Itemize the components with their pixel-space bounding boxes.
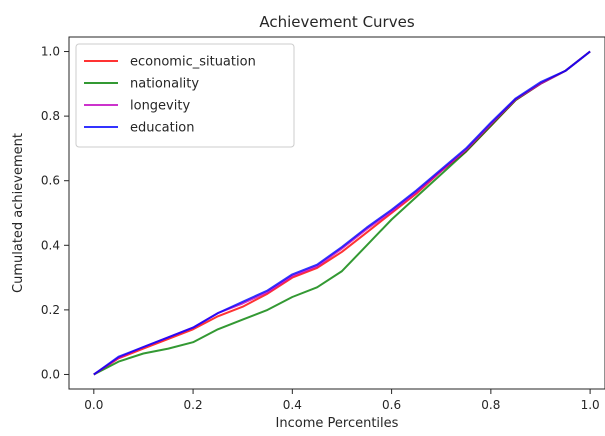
legend-label-nationality: nationality — [130, 77, 199, 92]
x-axis-label: Income Percentiles — [276, 416, 399, 431]
y-tick-label: 0.6 — [41, 174, 60, 188]
x-tick-label: 0.0 — [84, 398, 103, 412]
x-tick-label: 0.2 — [184, 398, 203, 412]
legend-label-longevity: longevity — [130, 99, 190, 114]
legend-box — [75, 43, 295, 148]
y-tick-label: 0.4 — [41, 238, 60, 252]
x-tick-label: 0.6 — [382, 398, 401, 412]
x-tick-label: 0.8 — [481, 398, 500, 412]
legend: economic_situation nationality longevity ed… — [75, 43, 295, 148]
y-axis: 0.0 0.2 0.4 0.6 0.8 1.0 — [41, 45, 69, 381]
plot-area — [68, 36, 605, 390]
y-tick-label: 0.8 — [41, 109, 60, 123]
y-axis-label: Cumulated achievement — [11, 133, 26, 293]
series-lines — [93, 50, 591, 376]
x-tick-label: 0.4 — [283, 398, 302, 412]
x-axis: 0.0 0.2 0.4 0.6 0.8 1.0 — [84, 389, 600, 412]
legend-label-education: education — [130, 121, 195, 136]
plot-frame — [68, 36, 605, 390]
series-line-education — [93, 50, 591, 376]
legend-label-economic-situation: economic_situation — [130, 55, 256, 70]
y-tick-label: 1.0 — [41, 45, 60, 59]
y-tick-label: 0.2 — [41, 303, 60, 317]
chart-title: Achievement Curves — [259, 13, 415, 31]
y-tick-label: 0.0 — [41, 367, 60, 381]
x-tick-label: 1.0 — [581, 398, 600, 412]
